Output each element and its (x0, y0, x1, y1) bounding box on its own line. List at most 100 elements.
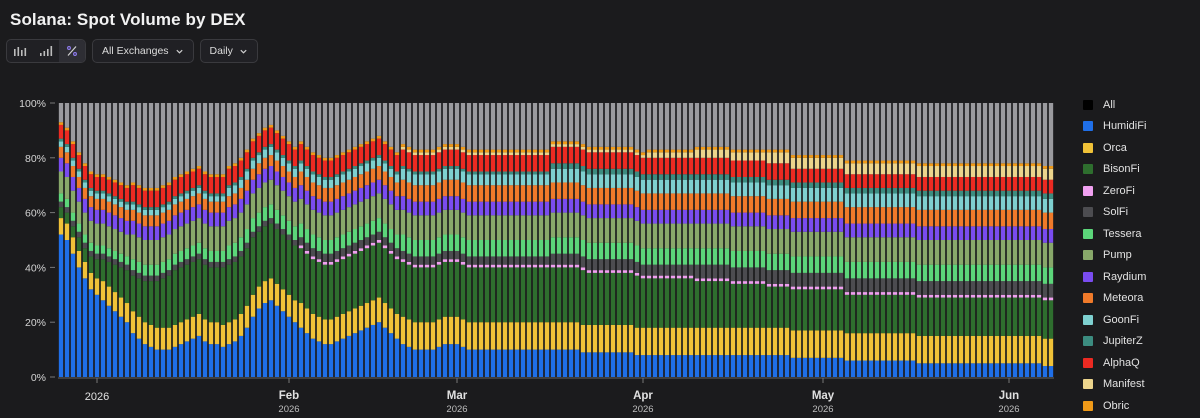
bar-segment-zerofi (1018, 294, 1024, 298)
chevron-down-icon (175, 49, 183, 54)
bar-segment-obric (556, 141, 562, 145)
legend-item-raydium[interactable]: Raydium (1083, 266, 1195, 288)
bar-segment-other (718, 103, 724, 147)
bar-segment-humidifi (424, 349, 430, 377)
bar-segment-pump (400, 209, 406, 235)
bar-segment-meteora (322, 187, 328, 202)
bar-segment-meteora (472, 185, 478, 202)
bar-segment-solfi (166, 270, 172, 276)
legend-item-goonfi[interactable]: GoonFi (1083, 309, 1195, 331)
bar-segment-zerofi (376, 240, 382, 243)
exchange-select[interactable]: All Exchanges (92, 39, 194, 63)
legend-item-jupiterz[interactable]: JupiterZ (1083, 331, 1195, 353)
legend-item-meteora[interactable]: Meteora (1083, 288, 1195, 310)
bar-segment-alphaq (832, 168, 838, 183)
legend-item-bisonfi[interactable]: BisonFi (1083, 159, 1195, 181)
legend-item-alphaq[interactable]: AlphaQ (1083, 352, 1195, 374)
bar-segment-orca (76, 250, 82, 268)
bar-segment-manifest (472, 152, 478, 156)
bar-segment-manifest (538, 152, 544, 156)
bar-segment-raydium (856, 223, 862, 238)
bar-segment-alphaq (142, 190, 148, 208)
interval-select[interactable]: Daily (199, 39, 258, 63)
bar-segment-raydium (136, 223, 142, 238)
bar-segment-obric (748, 149, 754, 153)
bar-segment-meteora (412, 185, 418, 202)
legend-item-manifest[interactable]: Manifest (1083, 374, 1195, 396)
bar-segment-jupiterz (442, 166, 448, 169)
bar-segment-manifest (988, 166, 994, 177)
bar-segment-bisonfi (370, 245, 376, 301)
bar-segment-meteora (88, 196, 94, 208)
bar-segment-obric (736, 149, 742, 153)
bar-segment-raydium (1006, 226, 1012, 240)
bar-segment-alphaq (496, 155, 502, 172)
bar-segment-pump (322, 215, 328, 240)
legend-item-humidifi[interactable]: HumidiFi (1083, 116, 1195, 138)
bar-segment-manifest (832, 157, 838, 169)
bar-segment-manifest (718, 149, 724, 158)
bar-segment-solfi (640, 264, 646, 276)
bar-segment-bisonfi (760, 283, 766, 328)
bar-segment-solfi (766, 270, 772, 284)
bar-segment-tessera (310, 234, 316, 249)
bar-segment-solfi (262, 220, 268, 227)
bar-segment-orca (574, 322, 580, 350)
legend-swatch (1083, 400, 1093, 411)
legend-item-all[interactable]: All (1083, 94, 1195, 116)
bar-segment-alphaq (412, 155, 418, 172)
percent-button[interactable] (59, 40, 85, 62)
bar-segment-other (562, 103, 568, 142)
bar-segment-jupiterz (244, 168, 250, 172)
bar-segment-raydium (904, 223, 910, 238)
bar-segment-tessera (916, 264, 922, 282)
bar-segment-alphaq (766, 163, 772, 180)
bar-segment-pump (676, 223, 682, 249)
bar-chart-ascending-button[interactable] (33, 40, 59, 62)
bar-segment-zerofi (748, 281, 754, 284)
bar-segment-obric (994, 163, 1000, 167)
legend-item-solfi[interactable]: SolFi (1083, 202, 1195, 224)
bar-segment-manifest (958, 166, 964, 177)
bar-segment-other (394, 103, 400, 153)
bar-segment-raydium (376, 179, 382, 194)
bar-segment-bisonfi (400, 261, 406, 317)
bar-segment-other (892, 103, 898, 161)
bar-segment-manifest (814, 157, 820, 169)
bar-segment-zerofi (862, 292, 868, 295)
bar-segment-other (376, 103, 382, 136)
bar-segment-humidifi (850, 360, 856, 377)
bar-segment-humidifi (940, 363, 946, 377)
bar-segment-meteora (340, 182, 346, 197)
legend-item-obric[interactable]: Obric (1083, 395, 1195, 417)
legend-label: Manifest (1103, 378, 1145, 391)
bar-segment-bisonfi (616, 272, 622, 325)
legend-item-tessera[interactable]: Tessera (1083, 223, 1195, 245)
bar-segment-zerofi (976, 294, 982, 298)
bar-segment-humidifi (214, 344, 220, 377)
bar-segment-zerofi (952, 294, 958, 298)
bar-segment-manifest (586, 149, 592, 153)
bar-chart-button[interactable] (7, 40, 33, 62)
bar-segment-meteora (484, 185, 490, 202)
bar-segment-humidifi (772, 355, 778, 377)
bar-segment-raydium (604, 204, 610, 219)
bar-segment-raydium (154, 226, 160, 240)
bar-segment-humidifi (478, 349, 484, 377)
bar-segment-alphaq (760, 160, 766, 177)
bar-segment-obric (898, 160, 904, 164)
bar-segment-zerofi (676, 275, 682, 279)
bar-segment-manifest (730, 152, 736, 161)
bar-segment-obric (460, 146, 466, 150)
bar-segment-obric (64, 127, 70, 131)
legend-item-orca[interactable]: Orca (1083, 137, 1195, 159)
bar-segment-zerofi (364, 245, 370, 249)
bar-segment-other (358, 103, 364, 145)
bar-segment-jupiterz (76, 168, 82, 172)
bar-segment-alphaq (430, 155, 436, 172)
legend-item-pump[interactable]: Pump (1083, 245, 1195, 267)
bar-segment-jupiterz (322, 176, 328, 180)
bar-segment-bisonfi (526, 267, 532, 323)
legend-item-zerofi[interactable]: ZeroFi (1083, 180, 1195, 202)
bar-segment-obric (88, 171, 94, 175)
